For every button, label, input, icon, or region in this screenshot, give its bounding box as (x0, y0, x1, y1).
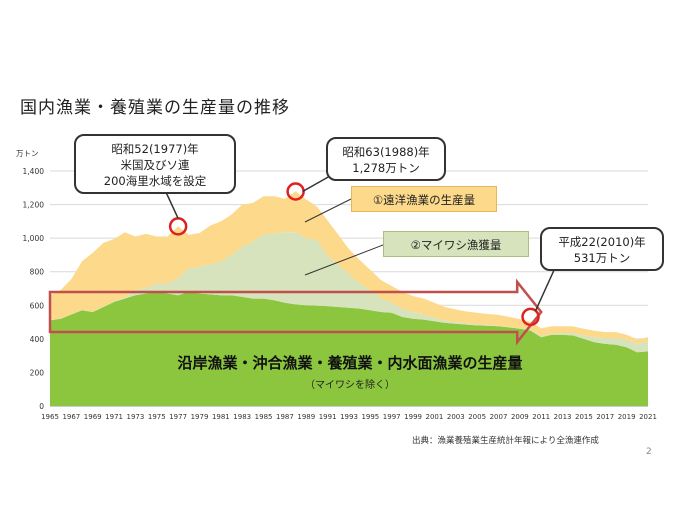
coastal-production-note: （マイワシを除く） (305, 380, 395, 391)
x-tick-label: 1967 (62, 413, 80, 421)
callout-pointer (164, 189, 179, 219)
callout-pointer (302, 175, 331, 193)
callout-1988-line2: 1,278万トン (352, 161, 420, 175)
x-tick-label: 1973 (127, 413, 145, 421)
x-tick-label: 1995 (361, 413, 379, 421)
x-tick-label: 2007 (490, 413, 508, 421)
y-tick-label: 800 (30, 268, 45, 277)
callout-2010-line2: 531万トン (573, 251, 631, 265)
x-tick-label: 2009 (511, 413, 529, 421)
x-tick-label: 1977 (169, 413, 187, 421)
coastal-area (50, 291, 648, 406)
x-tick-label: 2001 (426, 413, 444, 421)
y-tick-label: 1,400 (23, 167, 45, 176)
x-tick-label: 2021 (639, 413, 657, 421)
callout-1977: 昭和52(1977)年 米国及びソ連 200海里水域を設定 (74, 134, 236, 194)
x-tick-label: 1989 (297, 413, 315, 421)
y-tick-label: 1,000 (23, 234, 45, 243)
callout-2010-line1: 平成22(2010)年 (558, 235, 646, 249)
trend-arrow (48, 278, 543, 346)
x-tick-label: 2003 (447, 413, 465, 421)
callout-pointer (534, 267, 556, 312)
y-tick-label: 0 (39, 402, 44, 411)
x-tick-label: 2013 (554, 413, 572, 421)
x-tick-label: 1991 (319, 413, 337, 421)
callout-1977-line1: 昭和52(1977)年 (111, 142, 199, 156)
slide-title: 国内漁業・養殖業の生産量の推移 (20, 98, 290, 118)
page-number: 2 (646, 447, 652, 457)
source-note: 出典：漁業養殖業生産統計年報により全漁連作成 (412, 436, 599, 446)
callout-1977-line3: 200海里水域を設定 (103, 174, 207, 188)
coastal-production-label: 沿岸漁業・沖合漁業・養殖業・内水面漁業の生産量 (177, 354, 523, 372)
sardine-label-leader (304, 244, 384, 276)
y-axis-unit-label: 万トン (16, 149, 39, 158)
distant-label-leader (304, 198, 352, 223)
x-tick-label: 2005 (468, 413, 486, 421)
x-tick-label: 1983 (233, 413, 251, 421)
x-tick-label: 2011 (532, 413, 550, 421)
distant-area (50, 191, 648, 344)
x-tick-label: 1987 (276, 413, 294, 421)
x-tick-label: 1969 (84, 413, 102, 421)
y-tick-label: 200 (30, 368, 45, 377)
y-tick-label: 600 (30, 301, 45, 310)
callout-2010: 平成22(2010)年 531万トン (540, 227, 664, 271)
x-tick-label: 2019 (618, 413, 636, 421)
x-tick-label: 1979 (191, 413, 209, 421)
callout-1988-line1: 昭和63(1988)年 (342, 145, 430, 159)
distant-fishing-label: ①遠洋漁業の生産量 (351, 186, 497, 212)
x-tick-label: 2017 (596, 413, 614, 421)
x-tick-label: 1999 (404, 413, 422, 421)
callout-1977-line2: 米国及びソ連 (120, 158, 190, 172)
y-tick-label: 400 (30, 335, 45, 344)
y-tick-label: 1,200 (23, 201, 45, 210)
x-tick-label: 1981 (212, 413, 230, 421)
callout-1988: 昭和63(1988)年 1,278万トン (326, 137, 446, 181)
marker-2010 (521, 307, 540, 327)
x-tick-label: 1975 (148, 413, 166, 421)
x-tick-label: 1985 (255, 413, 273, 421)
x-tick-label: 1993 (340, 413, 358, 421)
x-tick-label: 1997 (383, 413, 401, 421)
sardine-catch-label: ②マイワシ漁獲量 (383, 231, 529, 257)
x-tick-label: 1971 (105, 413, 123, 421)
x-tick-label: 2015 (575, 413, 593, 421)
x-tick-label: 1965 (41, 413, 59, 421)
